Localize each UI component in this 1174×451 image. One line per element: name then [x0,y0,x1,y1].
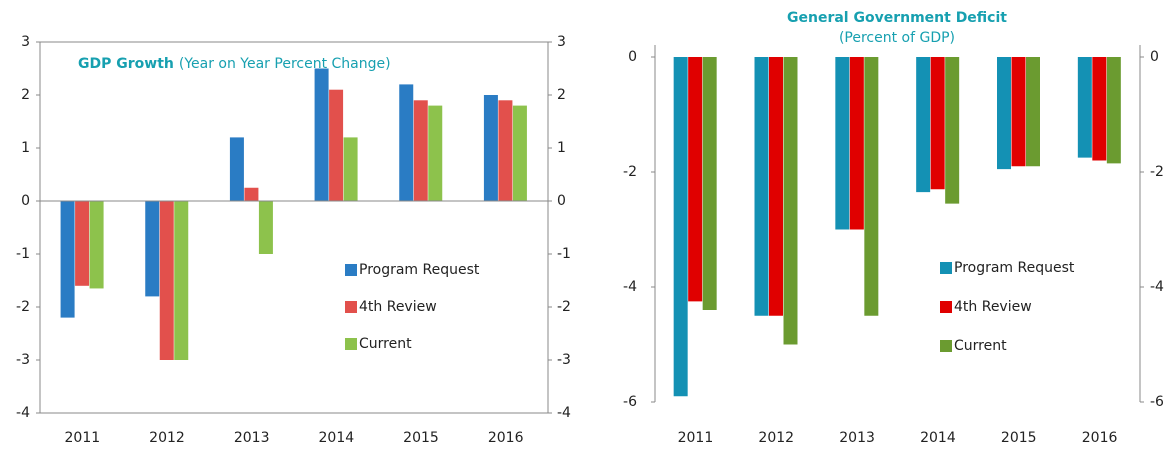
bar [783,57,798,345]
y2-tick-label: -2 [1150,164,1164,180]
x-tick-label: 2015 [1001,430,1037,446]
bar [60,201,75,318]
y-tick-label: 2 [21,87,30,103]
bar [329,89,344,201]
legend-swatch [345,264,357,276]
legend-swatch [345,301,357,313]
bar [1026,57,1040,167]
x-tick-label: 2013 [234,430,270,446]
y-tick-label: -4 [16,405,30,421]
legend-label: Program Request [359,262,480,278]
x-tick-label: 2013 [839,430,875,446]
bar [512,105,527,201]
bar [835,57,850,230]
y-tick-label: 0 [628,49,637,65]
y-tick-label: -6 [623,394,637,410]
x-tick-label: 2012 [149,430,185,446]
x-tick-label: 2015 [403,430,439,446]
y2-tick-label: -3 [557,352,571,368]
legend-swatch [345,338,357,350]
legend-swatch [940,301,952,313]
chart-title-group: General Government Deficit [787,10,1007,26]
chart-title: General Government Deficit [787,10,1007,26]
bar [428,105,443,201]
bar [244,187,259,201]
y2-tick-label: -2 [557,299,571,315]
y2-tick-label: 0 [1150,49,1159,65]
x-tick-label: 2016 [1082,430,1118,446]
bar [1011,57,1026,167]
y2-tick-label: 3 [557,34,566,50]
chart-subtitle: (Percent of GDP) [839,30,955,46]
y2-tick-label: -1 [557,246,571,262]
bar [159,201,174,360]
x-tick-label: 2011 [678,430,714,446]
bar [483,95,498,201]
plot-frame [39,41,549,414]
bar [229,137,244,201]
bar [399,84,414,201]
y2-tick-label: -6 [1150,394,1164,410]
y-tick-label: -1 [16,246,30,262]
bar [1092,57,1107,161]
bar [997,57,1011,170]
bar [754,57,769,316]
bar [413,100,428,201]
bar [174,201,189,360]
y2-tick-label: 2 [557,87,566,103]
bar [688,57,703,302]
bar [702,57,717,310]
bar [75,201,90,286]
legend-label: Current [359,336,412,352]
y-tick-label: -2 [16,299,30,315]
x-tick-label: 2016 [488,430,524,446]
y2-tick-label: 0 [557,193,566,209]
bar [1077,57,1092,158]
y-tick-label: 1 [21,140,30,156]
y-tick-label: -4 [623,279,637,295]
bar [314,68,329,201]
chart: -4 -3 -2 -1 0 1 2 3 -4 -3 -2 -1 0 1 2 3 2011 2012 2013 2014… [16,34,571,446]
x-tick-label: 2014 [920,430,956,446]
y2-tick-label: 1 [557,140,566,156]
bar [769,57,783,316]
bar [916,57,931,193]
chart-title: GDP Growth [78,56,174,72]
legend-label: Program Request [954,260,1075,276]
legend-label: 4th Review [954,299,1032,315]
y-tick-label: 0 [21,193,30,209]
bar [258,201,273,254]
y-tick-label: -2 [623,164,637,180]
bar [930,57,945,190]
y2-tick-label: -4 [1150,279,1164,295]
bar [673,57,688,397]
chart-title-group: GDP Growth (Year on Year Percent Change) [78,56,391,72]
bar [849,57,864,230]
chart-subtitle: (Year on Year Percent Change) [179,56,391,72]
bar [864,57,879,316]
bar [89,201,104,289]
bar [1106,57,1121,164]
legend-label: 4th Review [359,299,437,315]
legend-swatch [940,340,952,352]
x-tick-label: 2014 [319,430,355,446]
x-tick-label: 2011 [65,430,101,446]
chart: -6 -4 -2 0 -6 -4 -2 0 2011 2012 2013 2014 2015 2016 Ge… [623,10,1164,446]
x-tick-label: 2012 [758,430,794,446]
legend-swatch [940,262,952,274]
y2-tick-label: -4 [557,405,571,421]
legend-label: Current [954,338,1007,354]
bar [145,201,160,297]
y-tick-label: -3 [16,352,30,368]
bar [343,137,358,201]
bar [498,100,513,201]
bar [945,57,960,204]
y-tick-label: 3 [21,34,30,50]
